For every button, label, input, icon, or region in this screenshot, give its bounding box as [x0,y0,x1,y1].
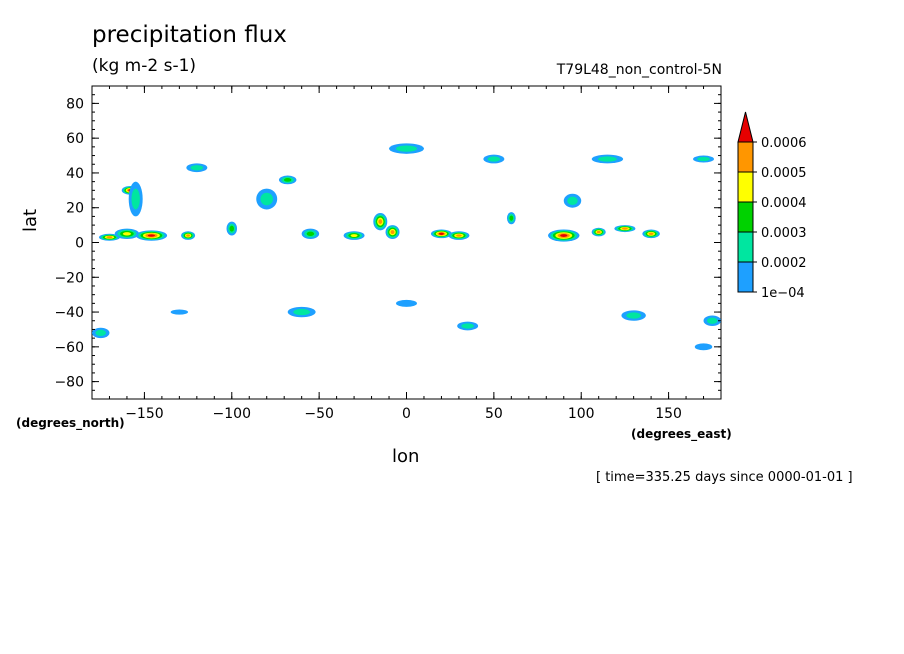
precip-feature-level-2 [260,192,274,206]
precip-feature-level-2 [597,156,617,162]
colorbar-label: 0.0005 [761,166,807,181]
precip-feature-level-2 [707,317,718,324]
x-axis-label: lon [392,446,420,467]
precip-feature-level-4 [122,232,132,236]
precip-feature-level-3 [306,231,315,237]
y-tick-label: 60 [66,131,84,147]
run-name: T79L48_non_control-5N [556,62,722,78]
precip-feature-level-1 [396,299,417,307]
x-tick-label: 100 [568,406,595,422]
x-tick-label: 150 [655,406,682,422]
y-tick-label: 0 [75,236,84,252]
precip-feature-level-2 [567,196,578,205]
colorbar-segment [737,231,754,263]
y-axis-units: (degrees_north) [16,416,125,430]
x-tick-label: −100 [213,406,251,422]
precip-feature-level-2 [190,165,204,171]
precip-feature-level-3 [509,215,514,221]
precip-feature-level-5 [106,236,113,239]
colorbar-label: 0.0004 [761,196,807,211]
chart-title: precipitation flux [92,22,287,48]
x-tick-label: 50 [485,406,503,422]
colorbar-segment [737,141,754,173]
precip-feature-level-5 [648,232,654,236]
precip-feature-level-2 [95,329,106,337]
precip-feature-level-6 [439,232,444,236]
precip-feature-level-1 [170,309,189,315]
precip-feature-level-3 [229,225,235,232]
time-info: [ time=335.25 days since 0000-01-01 ] [596,470,853,485]
precip-feature-level-6 [147,234,156,237]
y-tick-label: −80 [54,375,84,391]
y-tick-label: 20 [66,201,84,217]
precip-feature-level-2 [626,312,641,319]
colorbar-label: 0.0006 [761,136,807,151]
precip-feature-level-2 [293,308,311,316]
precip-feature-level-5 [186,234,191,237]
precip-feature-level-2 [131,188,140,210]
colorbar-label: 0.0002 [761,256,807,271]
colorbar-label: 1e−04 [761,286,805,301]
precip-feature-level-1 [694,343,713,351]
x-tick-label: −150 [125,406,163,422]
precip-feature-level-5 [390,230,395,234]
precip-feature-level-6 [560,234,568,237]
x-axis-units: (degrees_east) [631,427,732,441]
precip-feature-level-5 [378,219,383,225]
colorbar-segment [737,171,754,203]
precip-feature-level-5 [456,234,462,237]
precip-feature-level-5 [596,230,601,234]
plot-frame [91,85,722,400]
precip-feature-level-5 [622,227,628,230]
y-tick-label: −60 [54,340,84,356]
y-tick-label: −40 [54,305,84,321]
colorbar-segment [737,261,754,293]
precip-feature-level-2 [396,145,417,152]
y-tick-label: −20 [54,270,84,286]
x-tick-label: 0 [402,406,411,422]
chart-units: (kg m-2 s-1) [92,56,197,76]
y-tick-label: 80 [66,96,84,112]
colorbar-label: 0.0003 [761,226,807,241]
precip-feature-level-3 [283,178,292,182]
x-tick-label: −50 [304,406,334,422]
precip-feature-level-2 [461,323,474,329]
precip-feature-level-2 [697,156,710,162]
colorbar-segment [737,201,754,233]
precip-feature-level-4 [350,234,358,237]
colorbar-extend-arrow [737,111,754,143]
y-tick-label: 40 [66,166,84,182]
precip-feature-level-2 [487,156,501,162]
